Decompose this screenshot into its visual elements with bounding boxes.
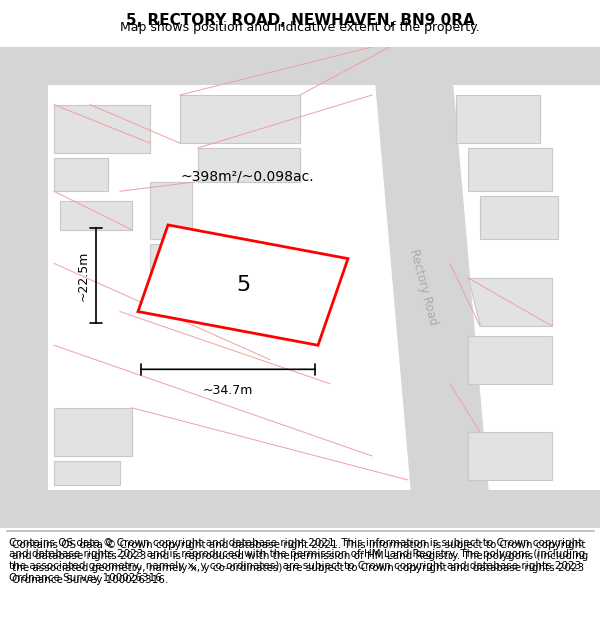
Polygon shape xyxy=(150,244,192,297)
Polygon shape xyxy=(138,225,348,345)
Polygon shape xyxy=(54,408,132,456)
Polygon shape xyxy=(150,182,192,239)
Polygon shape xyxy=(0,47,48,528)
Text: Contains OS data © Crown copyright and database right 2021. This information is : Contains OS data © Crown copyright and d… xyxy=(12,540,588,584)
Polygon shape xyxy=(480,196,558,239)
Polygon shape xyxy=(372,47,492,528)
Text: ~22.5m: ~22.5m xyxy=(77,250,90,301)
Text: Contains OS data © Crown copyright and database right 2021. This information is : Contains OS data © Crown copyright and d… xyxy=(9,538,585,582)
Polygon shape xyxy=(54,461,120,485)
Text: Rectory Road: Rectory Road xyxy=(407,248,439,327)
Text: ~398m²/~0.098ac.: ~398m²/~0.098ac. xyxy=(180,170,314,184)
Text: Map shows position and indicative extent of the property.: Map shows position and indicative extent… xyxy=(120,21,480,34)
Polygon shape xyxy=(198,148,300,182)
Text: 5, RECTORY ROAD, NEWHAVEN, BN9 0RA: 5, RECTORY ROAD, NEWHAVEN, BN9 0RA xyxy=(125,13,475,28)
Polygon shape xyxy=(54,158,108,191)
Polygon shape xyxy=(468,336,552,384)
Polygon shape xyxy=(468,278,552,326)
Polygon shape xyxy=(60,201,132,230)
Text: ~34.7m: ~34.7m xyxy=(203,384,253,397)
Polygon shape xyxy=(456,95,540,143)
Polygon shape xyxy=(468,432,552,480)
Text: 5: 5 xyxy=(236,275,250,295)
Polygon shape xyxy=(468,148,552,191)
Polygon shape xyxy=(0,489,600,528)
Polygon shape xyxy=(0,47,600,86)
Polygon shape xyxy=(180,95,300,143)
Polygon shape xyxy=(54,104,150,152)
